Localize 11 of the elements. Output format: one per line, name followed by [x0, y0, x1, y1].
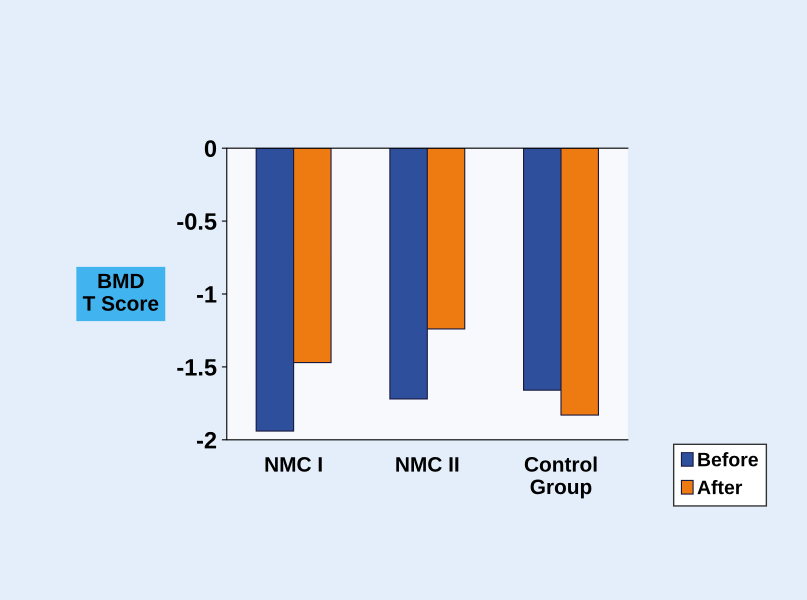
x-tick-label: NMC I — [265, 457, 322, 472]
y-axis-title: BMD T Score — [82, 274, 158, 311]
x-tick-label: Control Group — [524, 456, 597, 498]
y-tick-label: 0 — [204, 140, 216, 157]
legend-label: After — [697, 480, 742, 494]
y-tick-label: -2 — [196, 432, 216, 448]
x-tick-label: NMC II — [396, 457, 458, 472]
legend-label: Before — [698, 452, 758, 466]
y-tick-label: -1 — [196, 286, 216, 303]
y-tick-label: -1.5 — [177, 359, 216, 376]
y-tick-label: -0.5 — [177, 213, 216, 230]
